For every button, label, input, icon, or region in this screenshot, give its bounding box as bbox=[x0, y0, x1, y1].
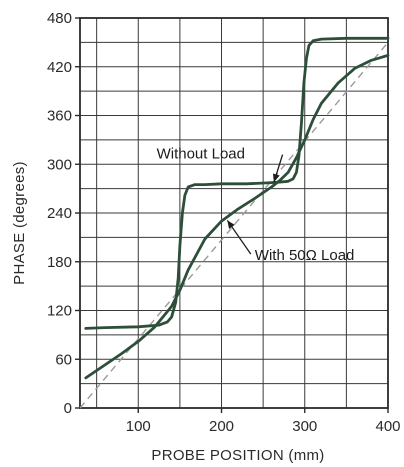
x-tick-label: 200 bbox=[209, 418, 234, 435]
y-tick-label: 480 bbox=[47, 10, 72, 27]
y-tick-label: 60 bbox=[55, 351, 72, 368]
y-tick-label: 0 bbox=[64, 400, 72, 417]
reference-line-layer bbox=[79, 41, 389, 409]
annotation-arrowhead bbox=[227, 220, 235, 229]
y-tick-label: 180 bbox=[47, 254, 72, 271]
y-tick-label: 240 bbox=[47, 205, 72, 222]
y-tick-label: 300 bbox=[47, 156, 72, 173]
reference-line bbox=[79, 41, 389, 409]
annotation-arrowhead bbox=[273, 173, 280, 183]
tick-label-layer: 0 60 120 180 240 300 360 420 480 100 200 300 400 bbox=[47, 10, 401, 435]
y-tick-label: 120 bbox=[47, 303, 72, 320]
y-tick-label: 420 bbox=[47, 59, 72, 76]
series-layer bbox=[84, 36, 390, 380]
x-axis-label: PROBE POSITION (mm) bbox=[151, 447, 324, 464]
x-tick-label: 100 bbox=[126, 418, 151, 435]
x-tick-label: 400 bbox=[375, 418, 400, 435]
y-axis-label: PHASE (degrees) bbox=[11, 161, 28, 285]
annotation-label: With 50Ω Load bbox=[255, 247, 355, 264]
y-tick-label: 360 bbox=[47, 108, 72, 125]
x-tick-label: 300 bbox=[292, 418, 317, 435]
annotation-label: Without Load bbox=[157, 146, 245, 163]
annotation-layer: Without Load With 50Ω Load bbox=[157, 146, 355, 265]
series-line-without-load bbox=[84, 36, 390, 330]
series-line-with-50-load bbox=[84, 54, 390, 380]
